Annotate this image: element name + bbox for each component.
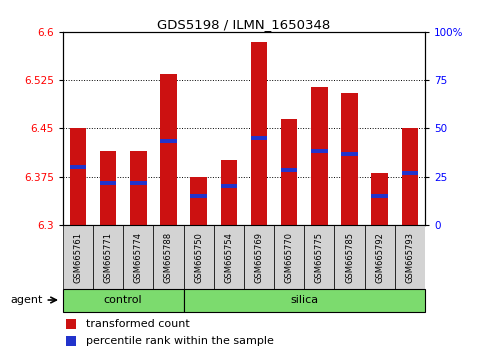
Bar — [402, 128, 418, 225]
Bar — [160, 139, 177, 143]
Bar — [221, 160, 237, 225]
FancyBboxPatch shape — [334, 225, 365, 289]
Text: GSM665750: GSM665750 — [194, 233, 203, 284]
Text: GSM665770: GSM665770 — [284, 233, 294, 284]
Text: percentile rank within the sample: percentile rank within the sample — [86, 336, 274, 346]
Bar — [70, 165, 86, 169]
Bar — [221, 184, 237, 188]
Bar — [67, 336, 76, 346]
Bar — [130, 151, 146, 225]
FancyBboxPatch shape — [274, 225, 304, 289]
Bar — [311, 149, 327, 153]
Bar — [371, 173, 388, 225]
Text: agent: agent — [11, 295, 43, 305]
Text: GSM665785: GSM665785 — [345, 233, 354, 284]
FancyBboxPatch shape — [123, 225, 154, 289]
Text: GSM665769: GSM665769 — [255, 233, 264, 284]
Text: GSM665793: GSM665793 — [405, 233, 414, 284]
Bar — [190, 194, 207, 198]
Bar — [251, 41, 267, 225]
Bar — [100, 181, 116, 185]
FancyBboxPatch shape — [184, 289, 425, 312]
FancyBboxPatch shape — [304, 225, 334, 289]
Bar — [130, 181, 146, 185]
Bar — [70, 128, 86, 225]
FancyBboxPatch shape — [365, 225, 395, 289]
Bar — [281, 119, 298, 225]
Bar — [100, 151, 116, 225]
Bar — [402, 171, 418, 175]
Text: GSM665775: GSM665775 — [315, 233, 324, 284]
Bar — [160, 74, 177, 225]
FancyBboxPatch shape — [63, 289, 184, 312]
Text: GSM665792: GSM665792 — [375, 233, 384, 284]
FancyBboxPatch shape — [395, 225, 425, 289]
Text: control: control — [104, 295, 142, 305]
FancyBboxPatch shape — [244, 225, 274, 289]
Bar — [251, 136, 267, 140]
Bar — [371, 194, 388, 198]
Bar — [190, 177, 207, 225]
Title: GDS5198 / ILMN_1650348: GDS5198 / ILMN_1650348 — [157, 18, 330, 31]
FancyBboxPatch shape — [213, 225, 244, 289]
Bar — [281, 168, 298, 172]
FancyBboxPatch shape — [154, 225, 184, 289]
Text: transformed count: transformed count — [86, 319, 190, 329]
Text: GSM665771: GSM665771 — [103, 233, 113, 284]
Bar — [67, 319, 76, 329]
Bar — [341, 93, 358, 225]
FancyBboxPatch shape — [93, 225, 123, 289]
Text: GSM665774: GSM665774 — [134, 233, 143, 284]
FancyBboxPatch shape — [63, 225, 93, 289]
Text: silica: silica — [290, 295, 318, 305]
Bar — [341, 152, 358, 156]
Bar — [311, 86, 327, 225]
Text: GSM665788: GSM665788 — [164, 232, 173, 284]
Text: GSM665761: GSM665761 — [73, 233, 83, 284]
Text: GSM665754: GSM665754 — [224, 233, 233, 284]
FancyBboxPatch shape — [184, 225, 213, 289]
